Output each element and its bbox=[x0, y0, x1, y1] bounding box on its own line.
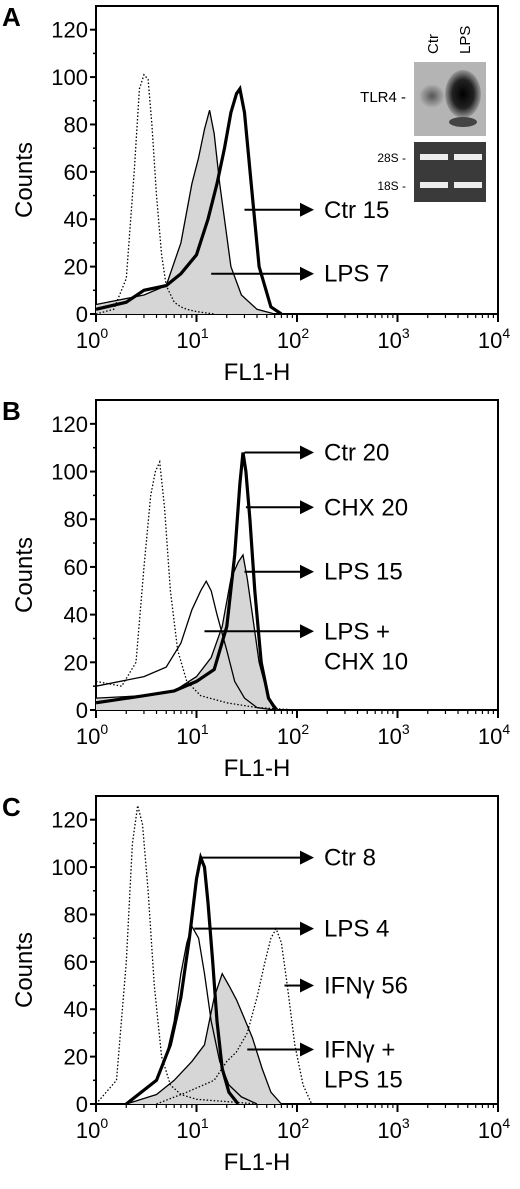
histogram-thick-series bbox=[125, 851, 240, 1104]
y-tick-label: 20 bbox=[64, 255, 88, 280]
rrna-panel bbox=[414, 142, 486, 202]
y-tick-label: 100 bbox=[51, 65, 88, 90]
y-tick-label: 40 bbox=[64, 603, 88, 628]
y-axis-label: Counts bbox=[11, 142, 38, 218]
panel-label: B bbox=[2, 396, 21, 426]
lane-label: Ctr bbox=[425, 34, 442, 54]
x-tick-label: 103 bbox=[377, 721, 409, 749]
rrna-band bbox=[420, 182, 448, 188]
y-tick-label: 80 bbox=[64, 902, 88, 927]
panel-c: C 0 20 40 60 80 100 120 100 101 102 103 104 FL1-H Coun… bbox=[2, 792, 510, 1176]
blot-band-ctr bbox=[419, 84, 445, 108]
histogram-thick-series bbox=[96, 84, 283, 314]
plot-frame bbox=[95, 795, 499, 1105]
y-tick-label: 0 bbox=[76, 302, 88, 327]
legend-label: Ctr 15 bbox=[324, 197, 389, 224]
histogram-dotted-series bbox=[96, 805, 258, 1104]
legend-label: LPS 7 bbox=[324, 261, 389, 288]
legend-arrowhead bbox=[300, 978, 314, 993]
legend-arrowhead bbox=[300, 500, 314, 515]
legend-arrowhead bbox=[300, 202, 314, 217]
legend-arrowhead bbox=[300, 564, 314, 579]
legend-label: LPS 15 bbox=[324, 559, 403, 586]
y-tick-label: 40 bbox=[64, 997, 88, 1022]
y-tick-label: 80 bbox=[64, 507, 88, 532]
x-tick-label: 100 bbox=[76, 721, 108, 749]
x-tick-label: 103 bbox=[377, 325, 409, 353]
y-axis-label: Counts bbox=[11, 537, 38, 613]
inset-northern-blot: Ctr LPS TLR4 - 28S - 18S - bbox=[360, 26, 486, 202]
blot-band-lps bbox=[445, 70, 481, 118]
histogram-dotted-series bbox=[96, 73, 215, 314]
panel-label: A bbox=[2, 2, 21, 32]
x-tick-label: 102 bbox=[277, 1115, 309, 1143]
rrna-band bbox=[454, 182, 482, 188]
legend-label: LPS + bbox=[324, 618, 390, 645]
y-tick-label: 100 bbox=[51, 460, 88, 485]
legend-label: Ctr 20 bbox=[324, 439, 389, 466]
y-tick-label: 60 bbox=[64, 950, 88, 975]
legend-label-continued: LPS 15 bbox=[324, 1067, 403, 1094]
legend-label: CHX 20 bbox=[324, 494, 408, 521]
y-tick-label: 120 bbox=[51, 18, 88, 43]
y-tick-label: 0 bbox=[76, 698, 88, 723]
legend-label: LPS 4 bbox=[324, 916, 389, 943]
histogram-thin-series bbox=[96, 579, 275, 710]
x-tick-label: 104 bbox=[478, 721, 510, 749]
legend-arrowhead bbox=[300, 850, 314, 865]
histogram-thick-series bbox=[96, 452, 278, 710]
legend-arrowhead bbox=[300, 624, 314, 639]
x-tick-label: 104 bbox=[478, 1115, 510, 1143]
band-label: TLR4 - bbox=[360, 89, 406, 106]
x-tick-label: 103 bbox=[377, 1115, 409, 1143]
panel-label: C bbox=[2, 792, 21, 822]
x-tick-label: 101 bbox=[176, 721, 208, 749]
x-tick-label: 100 bbox=[76, 325, 108, 353]
x-axis-label: FL1-H bbox=[224, 755, 291, 782]
legend-label: IFNγ 56 bbox=[324, 973, 408, 1000]
x-tick-label: 104 bbox=[478, 325, 510, 353]
plot-frame bbox=[95, 399, 499, 711]
x-tick-label: 101 bbox=[176, 1115, 208, 1143]
x-tick-label: 100 bbox=[76, 1115, 108, 1143]
histogram-thin-filled-series bbox=[96, 110, 275, 314]
legend-arrowhead bbox=[300, 921, 314, 936]
y-tick-label: 0 bbox=[76, 1092, 88, 1117]
histogram-dotted-series bbox=[96, 459, 298, 710]
rrna-label: 28S - bbox=[377, 151, 406, 165]
y-tick-label: 60 bbox=[64, 160, 88, 185]
legend-label: Ctr 8 bbox=[324, 845, 376, 872]
y-tick-label: 120 bbox=[51, 808, 88, 833]
legend-label-continued: CHX 10 bbox=[324, 648, 408, 675]
rrna-band bbox=[420, 154, 448, 160]
y-tick-label: 100 bbox=[51, 855, 88, 880]
panel-b: B 0 20 40 60 80 100 120 100 101 102 103 104 FL1-H Coun… bbox=[2, 396, 510, 782]
histogram-fill bbox=[126, 973, 282, 1104]
panel-a: A 0 20 40 60 80 100 120 100 101 102 103 104 FL1-H Coun… bbox=[2, 2, 510, 386]
y-tick-label: 40 bbox=[64, 207, 88, 232]
legend-arrowhead bbox=[300, 1042, 314, 1057]
x-axis-label: FL1-H bbox=[224, 359, 291, 386]
rrna-label: 18S - bbox=[377, 179, 406, 193]
legend-arrowhead bbox=[300, 445, 314, 460]
x-tick-label: 101 bbox=[176, 325, 208, 353]
rrna-band bbox=[454, 154, 482, 160]
y-tick-label: 80 bbox=[64, 112, 88, 137]
y-tick-label: 60 bbox=[64, 555, 88, 580]
x-tick-label: 102 bbox=[277, 325, 309, 353]
y-tick-label: 20 bbox=[64, 650, 88, 675]
histogram-dotted-series bbox=[156, 927, 313, 1104]
x-tick-label: 102 bbox=[277, 721, 309, 749]
y-axis-label: Counts bbox=[11, 932, 38, 1008]
y-tick-label: 20 bbox=[64, 1045, 88, 1070]
legend-arrowhead bbox=[300, 266, 314, 281]
blot-band-lps-lower bbox=[449, 117, 477, 127]
y-tick-label: 120 bbox=[51, 412, 88, 437]
x-axis-label: FL1-H bbox=[224, 1149, 291, 1176]
lane-label: LPS bbox=[457, 26, 474, 54]
histogram-thin-filled-series bbox=[126, 972, 282, 1104]
legend-label: IFNγ + bbox=[324, 1037, 395, 1064]
